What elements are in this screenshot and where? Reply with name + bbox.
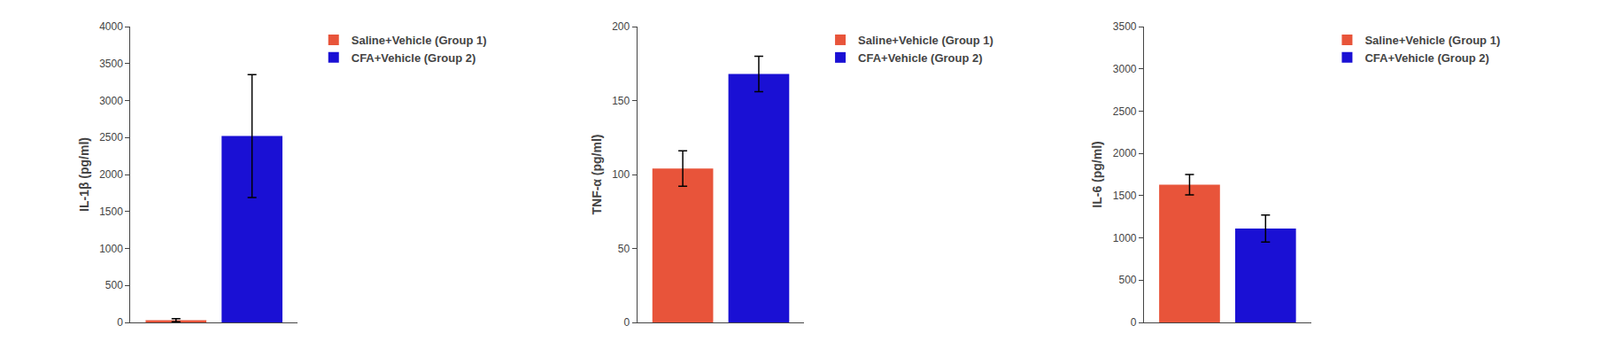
- svg-text:150: 150: [611, 94, 630, 108]
- svg-text:1500: 1500: [99, 205, 124, 218]
- svg-text:0: 0: [624, 316, 631, 329]
- svg-text:2500: 2500: [99, 131, 124, 144]
- svg-text:1000: 1000: [99, 242, 124, 256]
- svg-text:0: 0: [1130, 316, 1137, 329]
- svg-text:2500: 2500: [1113, 105, 1137, 118]
- svg-text:3500: 3500: [1113, 20, 1137, 33]
- svg-text:200: 200: [611, 20, 630, 33]
- svg-text:500: 500: [1119, 273, 1137, 286]
- svg-text:IL-1β (pg/ml): IL-1β (pg/ml): [77, 137, 92, 212]
- svg-text:2000: 2000: [1113, 146, 1137, 160]
- svg-text:CFA+Vehicle (Group 2): CFA+Vehicle (Group 2): [351, 51, 477, 65]
- svg-text:IL-6 (pg/ml): IL-6 (pg/ml): [1089, 140, 1105, 208]
- svg-text:4000: 4000: [99, 20, 124, 33]
- svg-text:3500: 3500: [99, 57, 124, 70]
- svg-text:2000: 2000: [99, 168, 124, 181]
- svg-text:Saline+Vehicle (Group 1): Saline+Vehicle (Group 1): [1364, 33, 1500, 47]
- svg-text:3000: 3000: [99, 94, 124, 108]
- svg-text:1500: 1500: [1113, 189, 1137, 202]
- svg-text:50: 50: [618, 242, 631, 256]
- svg-text:3000: 3000: [1113, 62, 1137, 76]
- svg-text:CFA+Vehicle (Group 2): CFA+Vehicle (Group 2): [1364, 51, 1490, 65]
- svg-text:Saline+Vehicle (Group 1): Saline+Vehicle (Group 1): [857, 33, 994, 47]
- svg-text:TNF-α (pg/ml): TNF-α (pg/ml): [589, 133, 604, 215]
- svg-text:0: 0: [116, 316, 124, 329]
- svg-text:500: 500: [105, 278, 124, 292]
- svg-text:CFA+Vehicle (Group 2): CFA+Vehicle (Group 2): [857, 51, 983, 65]
- svg-text:1000: 1000: [1113, 231, 1137, 245]
- svg-text:Saline+Vehicle (Group 1): Saline+Vehicle (Group 1): [351, 33, 487, 47]
- svg-text:100: 100: [611, 168, 630, 181]
